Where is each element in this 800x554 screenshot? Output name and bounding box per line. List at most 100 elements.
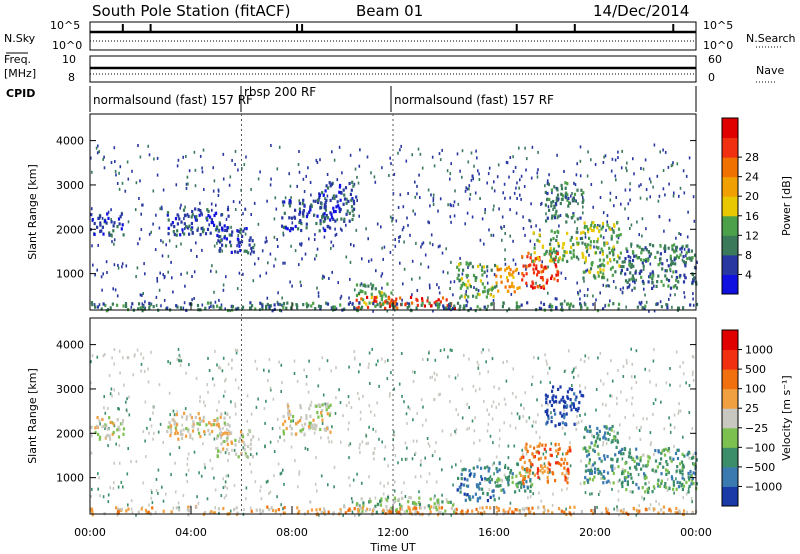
heatmap-cell [214, 506, 216, 510]
heatmap-cell [446, 500, 448, 504]
heatmap-cell [641, 217, 644, 221]
heatmap-cell [555, 273, 558, 277]
heatmap-cell [458, 263, 461, 267]
heatmap-cell [102, 272, 104, 276]
heatmap-cell [501, 238, 503, 242]
heatmap-cell [498, 268, 501, 272]
heatmap-cell [273, 450, 276, 453]
heatmap-cell [224, 307, 226, 311]
heatmap-cell [178, 446, 181, 450]
heatmap-cell [143, 370, 146, 373]
heatmap-cell [549, 249, 552, 253]
heatmap-cell [437, 298, 440, 302]
heatmap-cell [589, 244, 592, 248]
heatmap-cell [523, 407, 525, 410]
heatmap-cell [207, 428, 210, 433]
heatmap-cell [192, 420, 195, 424]
heatmap-cell [162, 188, 165, 192]
heatmap-cell [579, 384, 581, 388]
heatmap-cell [565, 220, 568, 224]
heatmap-cell [205, 217, 209, 221]
heatmap-cell [520, 482, 523, 486]
heatmap-cell [621, 260, 624, 264]
heatmap-cell [651, 270, 654, 274]
station-title: South Pole Station (fitACF) [92, 2, 290, 20]
heatmap-cell [118, 349, 121, 353]
heatmap-cell [200, 474, 203, 478]
heatmap-cell [618, 302, 621, 306]
heatmap-cell [239, 436, 242, 440]
heatmap-cell [590, 509, 593, 513]
heatmap-cell [359, 410, 362, 414]
heatmap-cell [672, 161, 674, 165]
heatmap-cell [124, 302, 128, 306]
heatmap-cell [419, 152, 422, 156]
heatmap-cell [186, 271, 188, 275]
heatmap-cell [424, 253, 427, 257]
heatmap-cell [259, 489, 261, 493]
heatmap-cell [307, 390, 310, 394]
heatmap-cell [374, 496, 377, 500]
heatmap-cell [410, 309, 413, 313]
heatmap-cell [236, 349, 239, 352]
heatmap-cell [349, 301, 351, 304]
heatmap-cell [637, 462, 641, 466]
heatmap-cell [137, 242, 139, 246]
heatmap-cell [536, 398, 538, 402]
colorbar-tick-label: 20 [745, 190, 759, 203]
heatmap-cell [403, 400, 405, 404]
heatmap-cell [549, 470, 551, 474]
heatmap-cell [231, 448, 233, 452]
y-tick-label: 3000 [56, 179, 84, 192]
heatmap-cell [90, 508, 93, 512]
heatmap-cell [352, 478, 355, 482]
heatmap-cell [290, 216, 293, 220]
heatmap-cell [450, 162, 452, 166]
heatmap-cell [626, 161, 628, 165]
heatmap-cell [511, 281, 514, 285]
heatmap-cell [214, 211, 217, 216]
heatmap-cell [343, 219, 346, 223]
heatmap-cell [373, 295, 376, 300]
heatmap-cell [273, 217, 276, 221]
heatmap-cell [404, 457, 407, 461]
heatmap-cell [516, 412, 519, 416]
heatmap-cell [349, 153, 352, 157]
heatmap-cell [414, 212, 416, 216]
heatmap-cell [492, 208, 495, 212]
heatmap-cell [476, 485, 479, 489]
heatmap-cell [440, 506, 444, 510]
heatmap-cell [531, 145, 534, 149]
heatmap-cell [642, 167, 645, 171]
heatmap-cell [96, 305, 99, 309]
heatmap-cell [550, 453, 553, 458]
heatmap-cell [305, 215, 309, 219]
heatmap-cell [655, 284, 658, 288]
heatmap-cell [331, 305, 334, 309]
heatmap-cell [329, 184, 332, 188]
heatmap-cell [524, 475, 527, 479]
heatmap-cell [605, 403, 607, 407]
heatmap-cell [503, 490, 506, 494]
heatmap-cell [644, 507, 647, 511]
heatmap-cell [600, 247, 603, 251]
heatmap-cell [568, 201, 572, 205]
heatmap-cell [675, 487, 678, 491]
heatmap-cell [125, 408, 128, 412]
heatmap-cell [178, 506, 180, 510]
heatmap-cell [94, 430, 97, 435]
heatmap-cell [654, 459, 658, 463]
heatmap-cell [527, 251, 530, 255]
heatmap-cell [119, 422, 123, 426]
heatmap-cell [165, 243, 167, 247]
heatmap-cell [432, 203, 435, 206]
heatmap-cell [236, 229, 239, 233]
heatmap-cell [442, 306, 446, 310]
heatmap-cell [290, 419, 293, 423]
heatmap-cell [361, 257, 363, 261]
heatmap-cell [540, 285, 543, 289]
heatmap-cell [643, 287, 645, 291]
heatmap-cell [120, 227, 123, 231]
heatmap-cell [155, 489, 158, 492]
heatmap-cell [610, 237, 613, 241]
